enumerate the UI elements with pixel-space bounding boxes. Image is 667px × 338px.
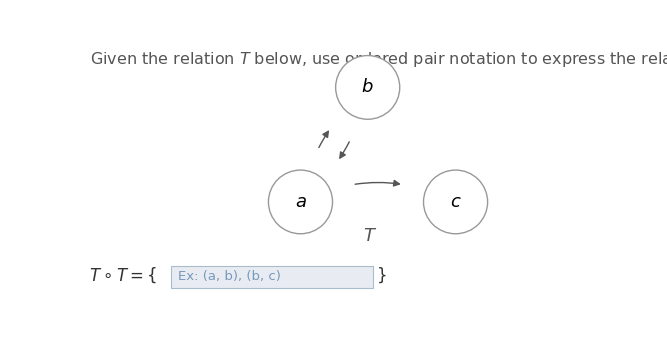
- FancyArrowPatch shape: [340, 142, 350, 158]
- Text: $\mathit{T}$: $\mathit{T}$: [364, 227, 378, 245]
- FancyArrowPatch shape: [355, 180, 400, 186]
- Ellipse shape: [268, 170, 333, 234]
- Text: Ex: (a, b), (b, c): Ex: (a, b), (b, c): [178, 270, 281, 283]
- Text: $\mathit{T} \circ \mathit{T} = \{$: $\mathit{T} \circ \mathit{T} = \{$: [89, 265, 157, 285]
- Text: $\}$: $\}$: [376, 265, 387, 285]
- Ellipse shape: [424, 170, 488, 234]
- Text: Given the relation $\mathit{T}$ below, use ordered pair notation to express the : Given the relation $\mathit{T}$ below, u…: [89, 50, 667, 69]
- FancyArrowPatch shape: [319, 131, 328, 147]
- FancyBboxPatch shape: [171, 266, 373, 288]
- Text: $\mathit{a}$: $\mathit{a}$: [295, 193, 306, 211]
- Text: $\mathit{b}$: $\mathit{b}$: [362, 78, 374, 96]
- Text: $\mathit{c}$: $\mathit{c}$: [450, 193, 462, 211]
- Ellipse shape: [336, 55, 400, 119]
